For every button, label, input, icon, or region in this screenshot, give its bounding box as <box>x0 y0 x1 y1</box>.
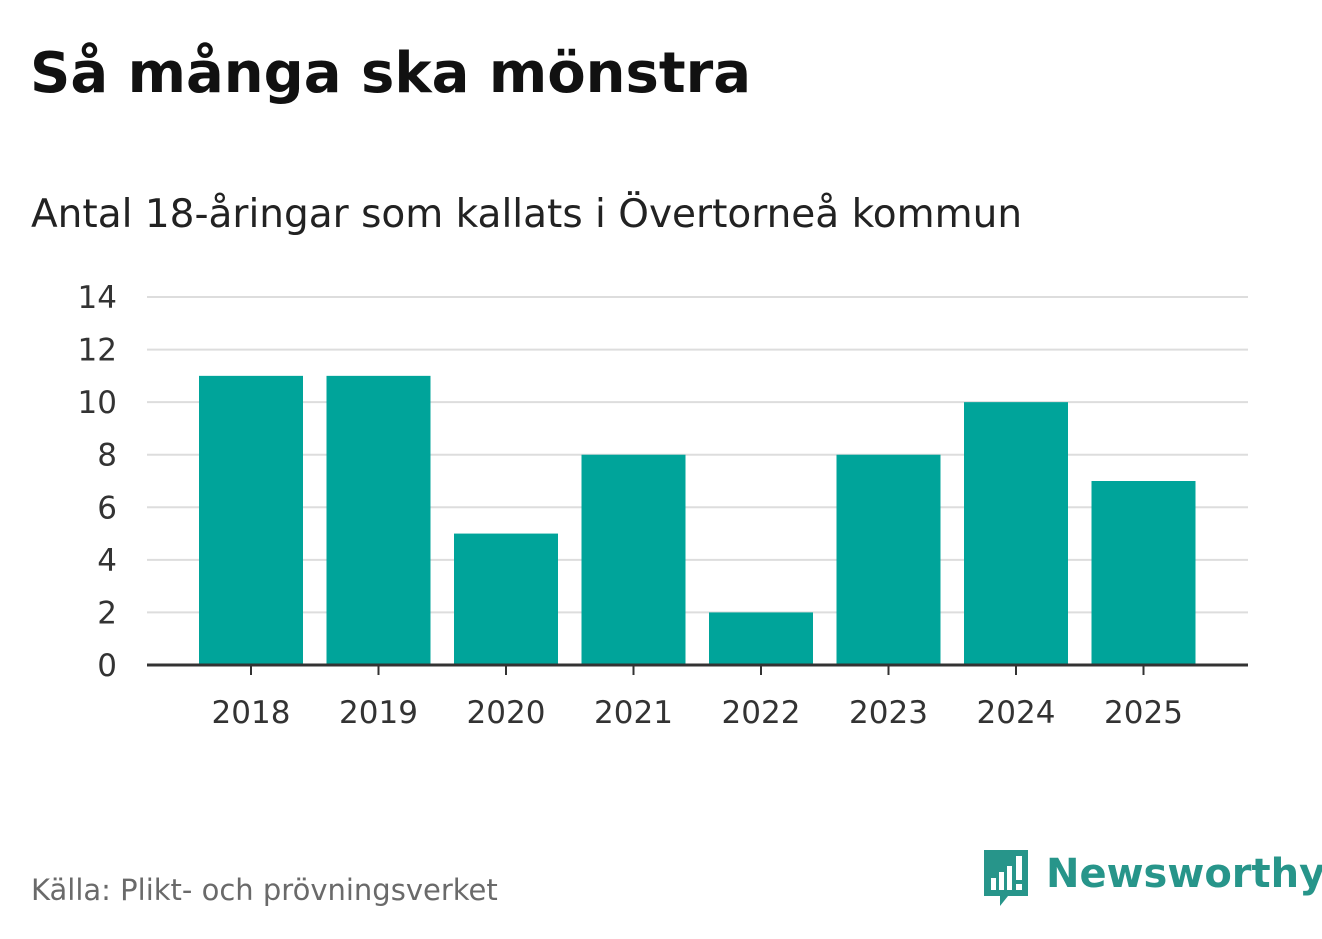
bar-chart: 0 2 4 6 8 10 12 14 2018 2019 2020 2021 2022 2023 2024 2… <box>78 280 1248 731</box>
bar-2018 <box>199 375 303 665</box>
axes <box>147 663 1248 675</box>
newsworthy-logo[interactable]: Newsworthy <box>980 846 1322 910</box>
chart-title: Så många ska mönstra <box>30 41 752 106</box>
bar-2024 <box>964 402 1068 665</box>
brand-name: Newsworthy <box>1046 851 1322 897</box>
bars <box>199 375 1196 665</box>
x-tick-label: 2020 <box>467 695 546 731</box>
bar-2020 <box>454 533 558 665</box>
x-tick-label: 2022 <box>722 695 801 731</box>
y-tick-label: 12 <box>78 333 117 369</box>
y-tick-label: 4 <box>97 543 117 579</box>
x-tick-label: 2021 <box>594 695 673 731</box>
y-tick-label: 6 <box>97 490 117 526</box>
source-note: Källa: Plikt- och prövningsverket <box>31 873 498 907</box>
bar-chart-speech-bubble-icon <box>984 850 1028 906</box>
gridlines <box>147 296 1248 614</box>
x-tick-label: 2019 <box>339 695 418 731</box>
y-tick-label: 2 <box>97 595 117 631</box>
bar-2023 <box>836 454 941 665</box>
bar-2021 <box>581 454 686 665</box>
x-tick-label: 2018 <box>212 695 291 731</box>
chart-subtitle: Antal 18-åringar som kallats i Övertorne… <box>31 192 1023 237</box>
bar-2019 <box>326 375 431 665</box>
tick-labels: 0 2 4 6 8 10 12 14 2018 2019 2020 2021 2022 2023 2024 2… <box>78 280 1183 731</box>
y-tick-label: 8 <box>97 438 117 474</box>
x-tick-label: 2024 <box>977 695 1056 731</box>
x-tick-label: 2023 <box>849 695 928 731</box>
y-tick-label: 14 <box>78 280 117 316</box>
x-tick-label: 2025 <box>1104 695 1183 731</box>
y-tick-label: 10 <box>78 385 117 421</box>
y-tick-label: 0 <box>97 648 117 684</box>
bar-2022 <box>709 612 813 665</box>
bar-2025 <box>1091 481 1196 665</box>
